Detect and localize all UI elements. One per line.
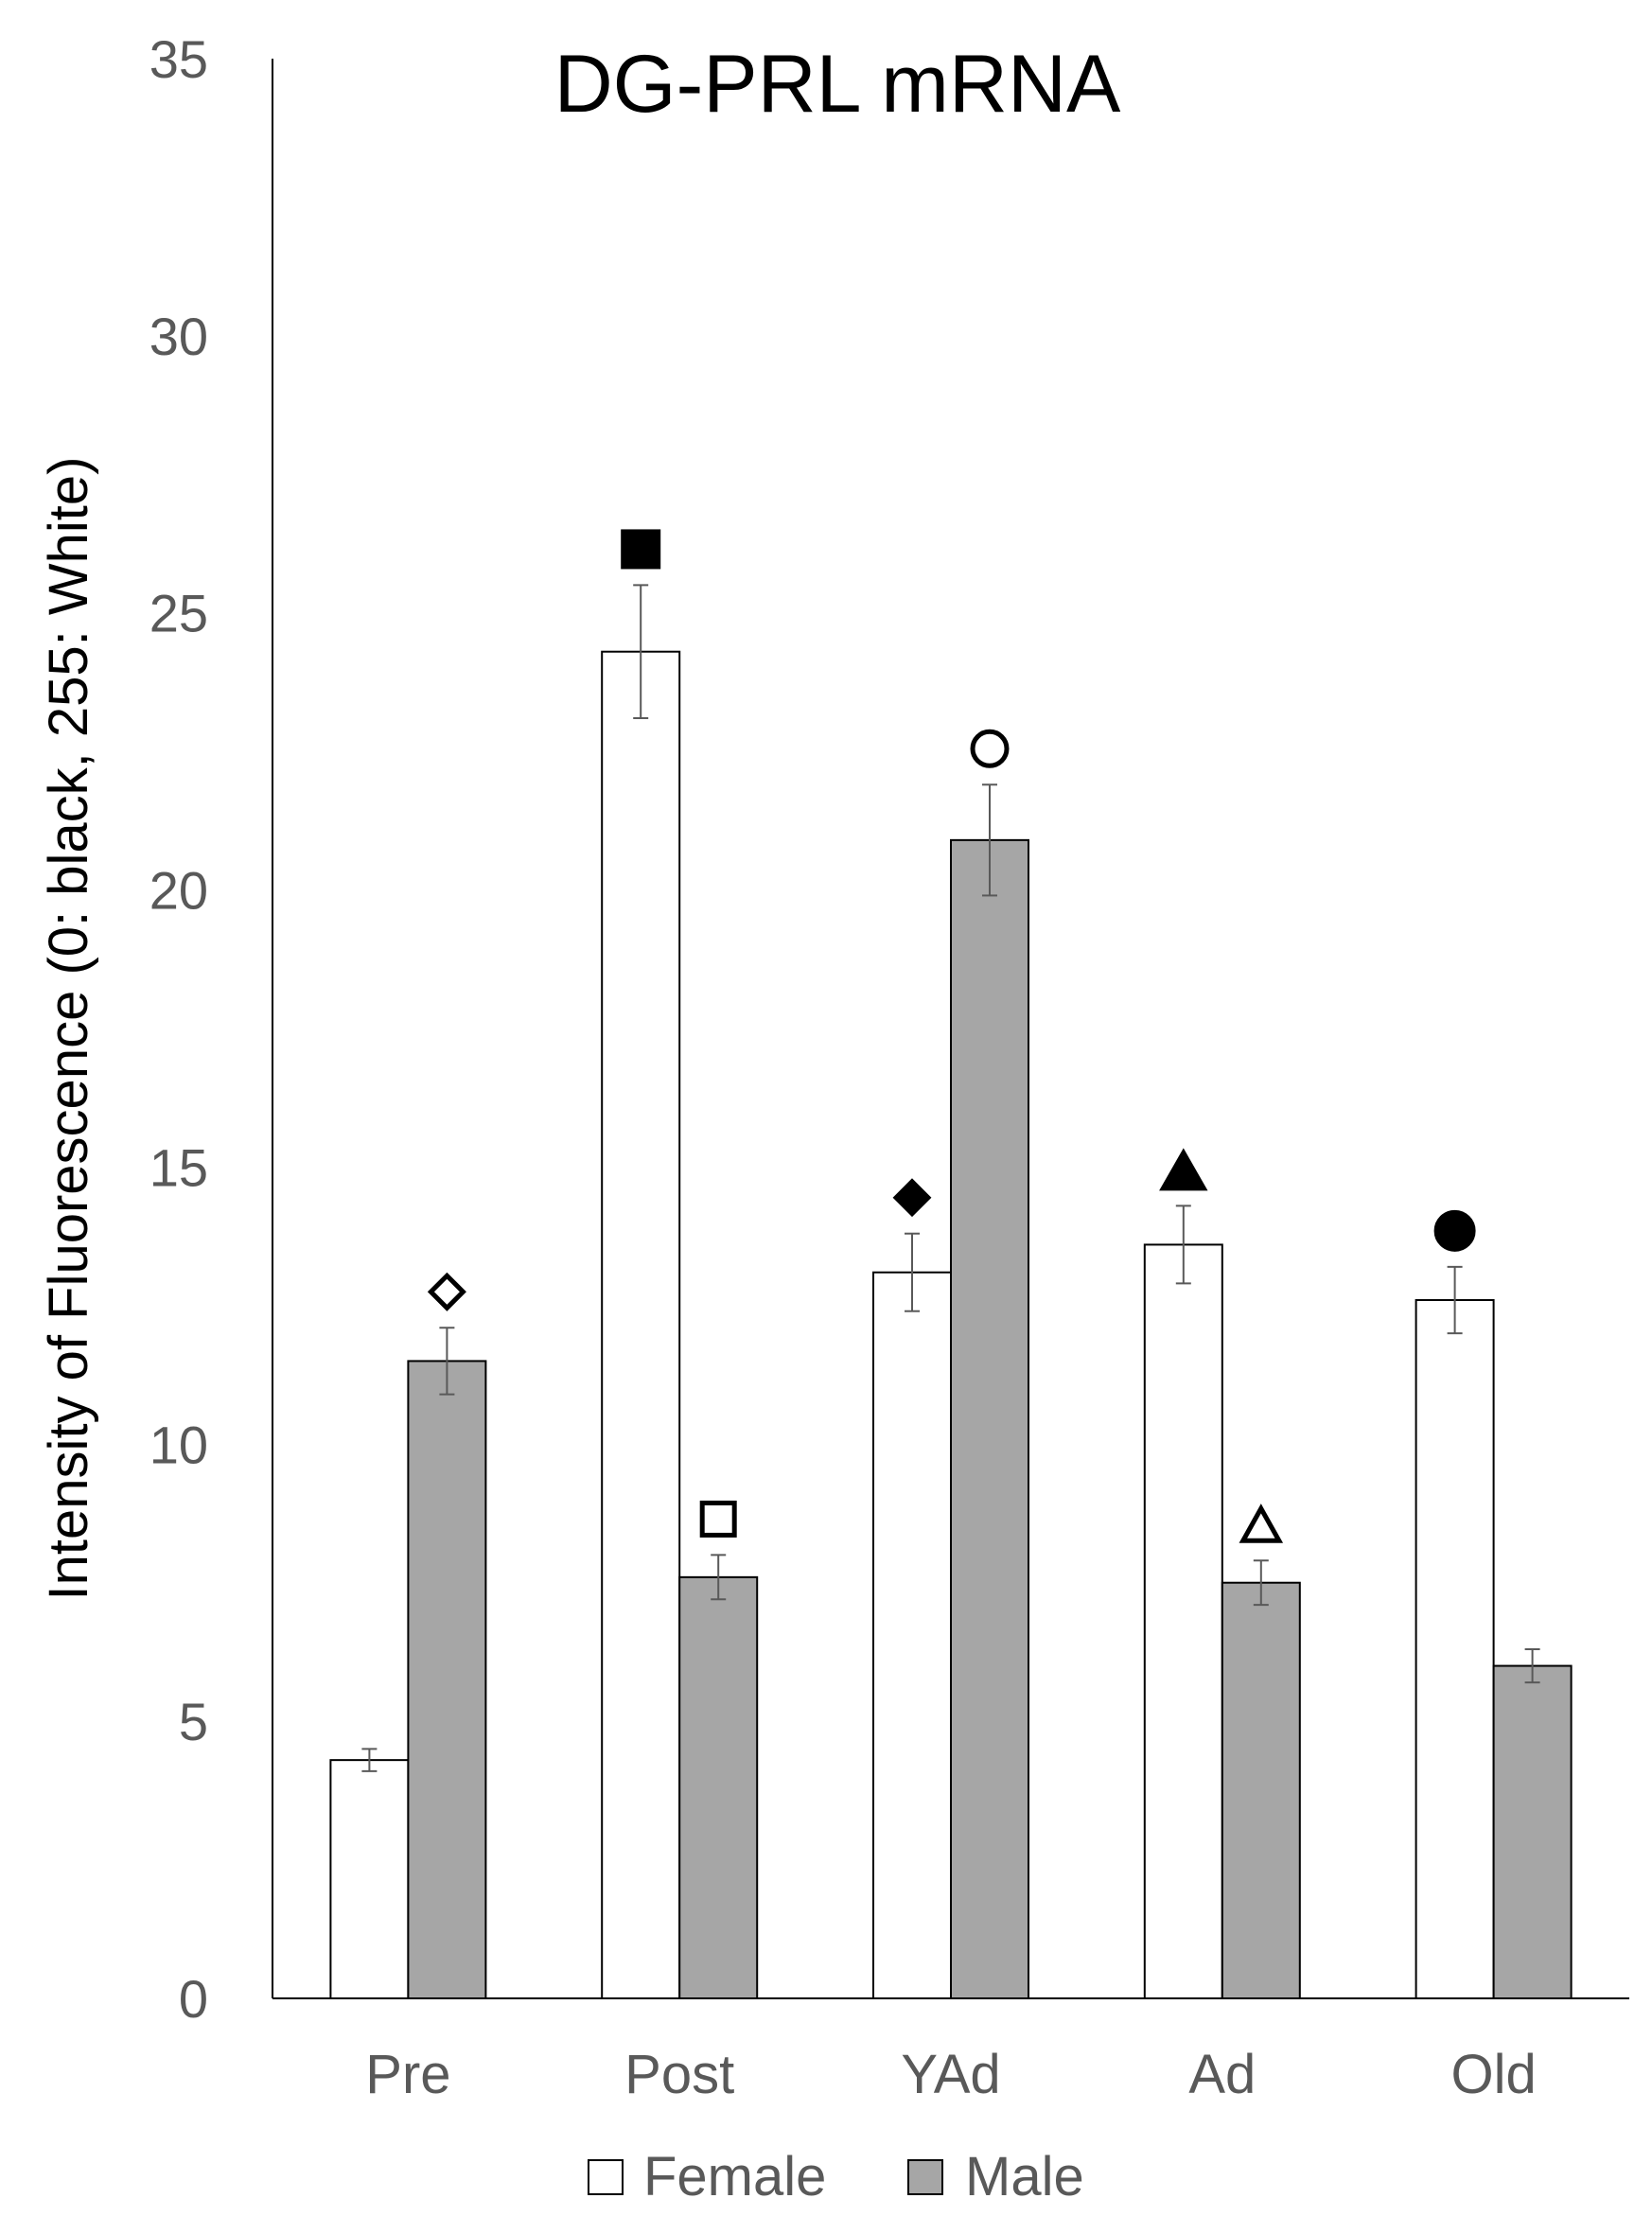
bar-male	[1492, 1664, 1573, 1999]
bar-group	[601, 529, 681, 2000]
y-tick-label: 30	[149, 307, 208, 366]
filled-triangle-marker	[1159, 1148, 1208, 1191]
bar-group	[678, 1500, 759, 2000]
bar-female	[1415, 1299, 1495, 1999]
filled-circle-marker	[1433, 1209, 1476, 1252]
y-axis-tick-labels: 0 5 10 15 20 25 30 35	[149, 29, 208, 2029]
bar-female	[601, 650, 681, 2000]
x-tick-label: YAd	[901, 2044, 1000, 2105]
legend-swatch-female	[588, 2159, 624, 2195]
bar-male	[678, 1575, 759, 2000]
filled-square-marker	[621, 529, 661, 570]
x-tick-label: Old	[1450, 2044, 1536, 2105]
legend: Female Male	[588, 2146, 1084, 2207]
legend-swatch-male	[907, 2159, 943, 2195]
bars-group	[329, 529, 1573, 2000]
bar-group	[1492, 1648, 1573, 1999]
open-circle-marker	[970, 729, 1010, 768]
open-square-marker	[699, 1500, 737, 1538]
y-tick-label: 35	[149, 29, 208, 89]
y-tick-label: 0	[179, 1969, 208, 2029]
bar-group	[1221, 1504, 1301, 1999]
bar-male	[407, 1360, 487, 1999]
bar-group	[1143, 1148, 1223, 1999]
x-axis-tick-labels: Pre Post YAd Ad Old	[365, 2044, 1536, 2105]
bar-group	[872, 1178, 952, 1999]
y-tick-label: 20	[149, 861, 208, 921]
bar-group	[950, 729, 1029, 1999]
bar-female	[1143, 1243, 1223, 1999]
bar-group	[1415, 1209, 1495, 1999]
bar-female	[872, 1271, 952, 1999]
bar-group	[329, 1748, 410, 1999]
y-tick-label: 25	[149, 584, 208, 643]
legend-label-male: Male	[965, 2146, 1084, 2207]
bar-female	[329, 1759, 410, 1999]
x-tick-label: Ad	[1188, 2044, 1256, 2105]
y-tick-label: 15	[149, 1137, 208, 1197]
bar-male	[950, 838, 1029, 1999]
bar-male	[1221, 1581, 1301, 1999]
y-tick-label: 5	[179, 1692, 208, 1751]
bar-group	[407, 1272, 487, 1999]
filled-diamond-marker	[892, 1178, 932, 1218]
open-diamond-marker	[427, 1272, 466, 1311]
y-axis-label: Intensity of Fluorescence (0: black, 255…	[38, 457, 99, 1601]
y-tick-label: 10	[149, 1415, 208, 1474]
legend-label-female: Female	[643, 2146, 826, 2207]
x-tick-label: Post	[624, 2044, 734, 2105]
chart-title: DG-PRL mRNA	[554, 39, 1121, 130]
open-triangle-marker	[1239, 1504, 1284, 1543]
x-tick-label: Pre	[365, 2044, 450, 2105]
